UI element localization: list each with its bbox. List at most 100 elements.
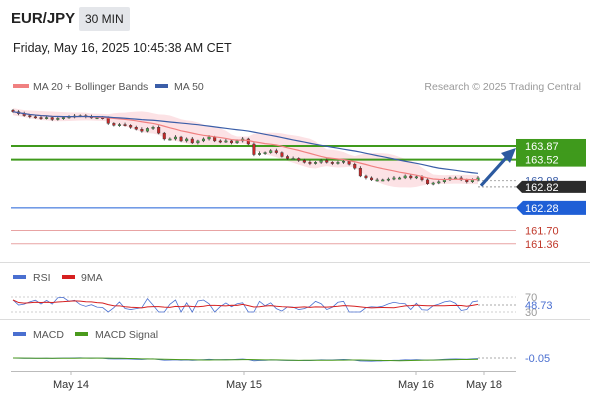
candle-body-77 (442, 179, 446, 183)
macd-value-label: -0.05 (525, 353, 550, 365)
candle-body-68 (392, 177, 396, 180)
candle-body-42 (246, 138, 250, 145)
candle-body-76 (437, 181, 441, 184)
candle-body-18 (112, 123, 116, 126)
candle-body-6 (45, 117, 49, 119)
candle-body-45 (263, 152, 267, 154)
ma50-legend-swatch (155, 84, 168, 88)
resistance-level-label-1: 163.52 (525, 155, 559, 167)
rsi-legend-swatch (13, 275, 26, 279)
rsi-line (12, 297, 479, 313)
candle-body-75 (431, 182, 435, 185)
chart-header: EUR/JPY 30 MIN Friday, May 16, 2025 10:4… (0, 0, 590, 70)
resistance-tag-0 (516, 138, 586, 153)
candle-body-57 (330, 162, 334, 164)
candle-body-33 (196, 140, 200, 144)
resistance-tag-1 (516, 152, 586, 167)
candle-body-59 (342, 160, 346, 163)
resistance-level-label-0: 163.87 (525, 141, 559, 153)
candle-body-37 (218, 140, 222, 143)
candle-body-48 (280, 152, 284, 157)
rsi-value-label: 48.73 (525, 300, 553, 312)
ma20-legend-label: MA 20 + Bollinger Bands (33, 81, 148, 93)
x-tick-label-0: May 14 (53, 379, 89, 391)
candle-body-61 (353, 164, 357, 169)
macd-signal-legend-label: MACD Signal (95, 329, 158, 341)
candle-body-47 (274, 150, 278, 153)
candle-body-74 (426, 179, 430, 184)
candle-body-69 (398, 177, 402, 180)
target-level-label-5: 161.70 (525, 226, 559, 238)
candle-body-62 (358, 167, 362, 177)
candle-body-5 (39, 117, 43, 119)
candle-body-49 (286, 156, 290, 159)
candle-body-54 (314, 162, 318, 164)
candle-body-20 (123, 124, 127, 126)
candle-body-3 (28, 115, 32, 117)
candle-body-53 (308, 162, 312, 164)
candle-body-27 (162, 132, 166, 140)
price-tag (516, 180, 586, 193)
candle-body-9 (61, 117, 65, 119)
candle-body-38 (224, 140, 228, 143)
candle-body-19 (117, 124, 121, 126)
candle-body-30 (179, 136, 183, 142)
candle-body-63 (364, 175, 368, 179)
x-axis: May 14 May 15 May 16 May 18 (53, 371, 502, 391)
rsi-legend: RSI 9MA (13, 272, 103, 284)
candle-body-70 (403, 175, 407, 179)
candle-body-22 (134, 127, 138, 130)
candle-body-65 (375, 179, 379, 182)
timeframe-badge[interactable]: 30 MIN (79, 7, 130, 31)
candle-body-26 (157, 127, 161, 134)
candle-body-8 (56, 118, 60, 120)
candle-body-35 (207, 136, 211, 140)
candle-body-58 (336, 162, 340, 164)
ma50-legend-label: MA 50 (174, 81, 204, 93)
rsi-ma-line (12, 299, 479, 309)
datetime-label: Friday, May 16, 2025 10:45:38 AM CET (13, 41, 232, 55)
candle-body-55 (319, 160, 323, 163)
target-level-label-6: 161.36 (525, 239, 559, 251)
ma50-line (12, 111, 479, 174)
candle-body-43 (252, 143, 256, 155)
macd-legend-label: MACD (33, 329, 64, 341)
candle-body-44 (258, 153, 262, 155)
candle-body-36 (213, 136, 217, 142)
candle-body-28 (168, 138, 172, 141)
macd-signal-legend-swatch (75, 332, 88, 336)
x-tick-label-1: May 15 (226, 379, 262, 391)
candle-body-46 (269, 150, 273, 153)
ma20-legend-swatch (13, 84, 29, 88)
candle-body-23 (140, 129, 144, 132)
main-price-pane: 163.87163.52162.98162.82162.28161.70161.… (11, 108, 586, 251)
candle-body-66 (381, 179, 385, 182)
candle-body-4 (33, 116, 37, 119)
candle-body-17 (106, 118, 110, 124)
candle-body-21 (129, 125, 133, 128)
candle-body-32 (190, 138, 194, 144)
candle-body-40 (235, 140, 239, 144)
candle-body-29 (173, 136, 177, 140)
main-legend: MA 20 + Bollinger Bands MA 50 Research ©… (13, 81, 581, 93)
rsi-legend-label: RSI (33, 272, 51, 284)
x-tick-label-2: May 16 (398, 379, 434, 391)
rsi-ma-legend-swatch (62, 275, 75, 279)
candle-body-51 (297, 158, 301, 161)
candle-body-72 (414, 176, 418, 179)
candle-body-7 (50, 117, 54, 120)
candle-body-60 (347, 160, 351, 165)
candle-body-56 (325, 160, 329, 163)
support-tag (516, 200, 586, 215)
macd-pane: -0.05 (12, 353, 550, 365)
x-tick-label-3: May 18 (466, 379, 502, 391)
macd-signal-line (12, 357, 479, 362)
forecast-arrow-head (501, 147, 516, 163)
support-level-label: 162.28 (525, 203, 559, 215)
candle-body-39 (229, 140, 233, 144)
macd-legend-swatch (13, 332, 26, 336)
price-level-label: 162.82 (525, 182, 559, 194)
candle-body-25 (151, 127, 155, 129)
instrument-title: EUR/JPY (11, 10, 76, 27)
